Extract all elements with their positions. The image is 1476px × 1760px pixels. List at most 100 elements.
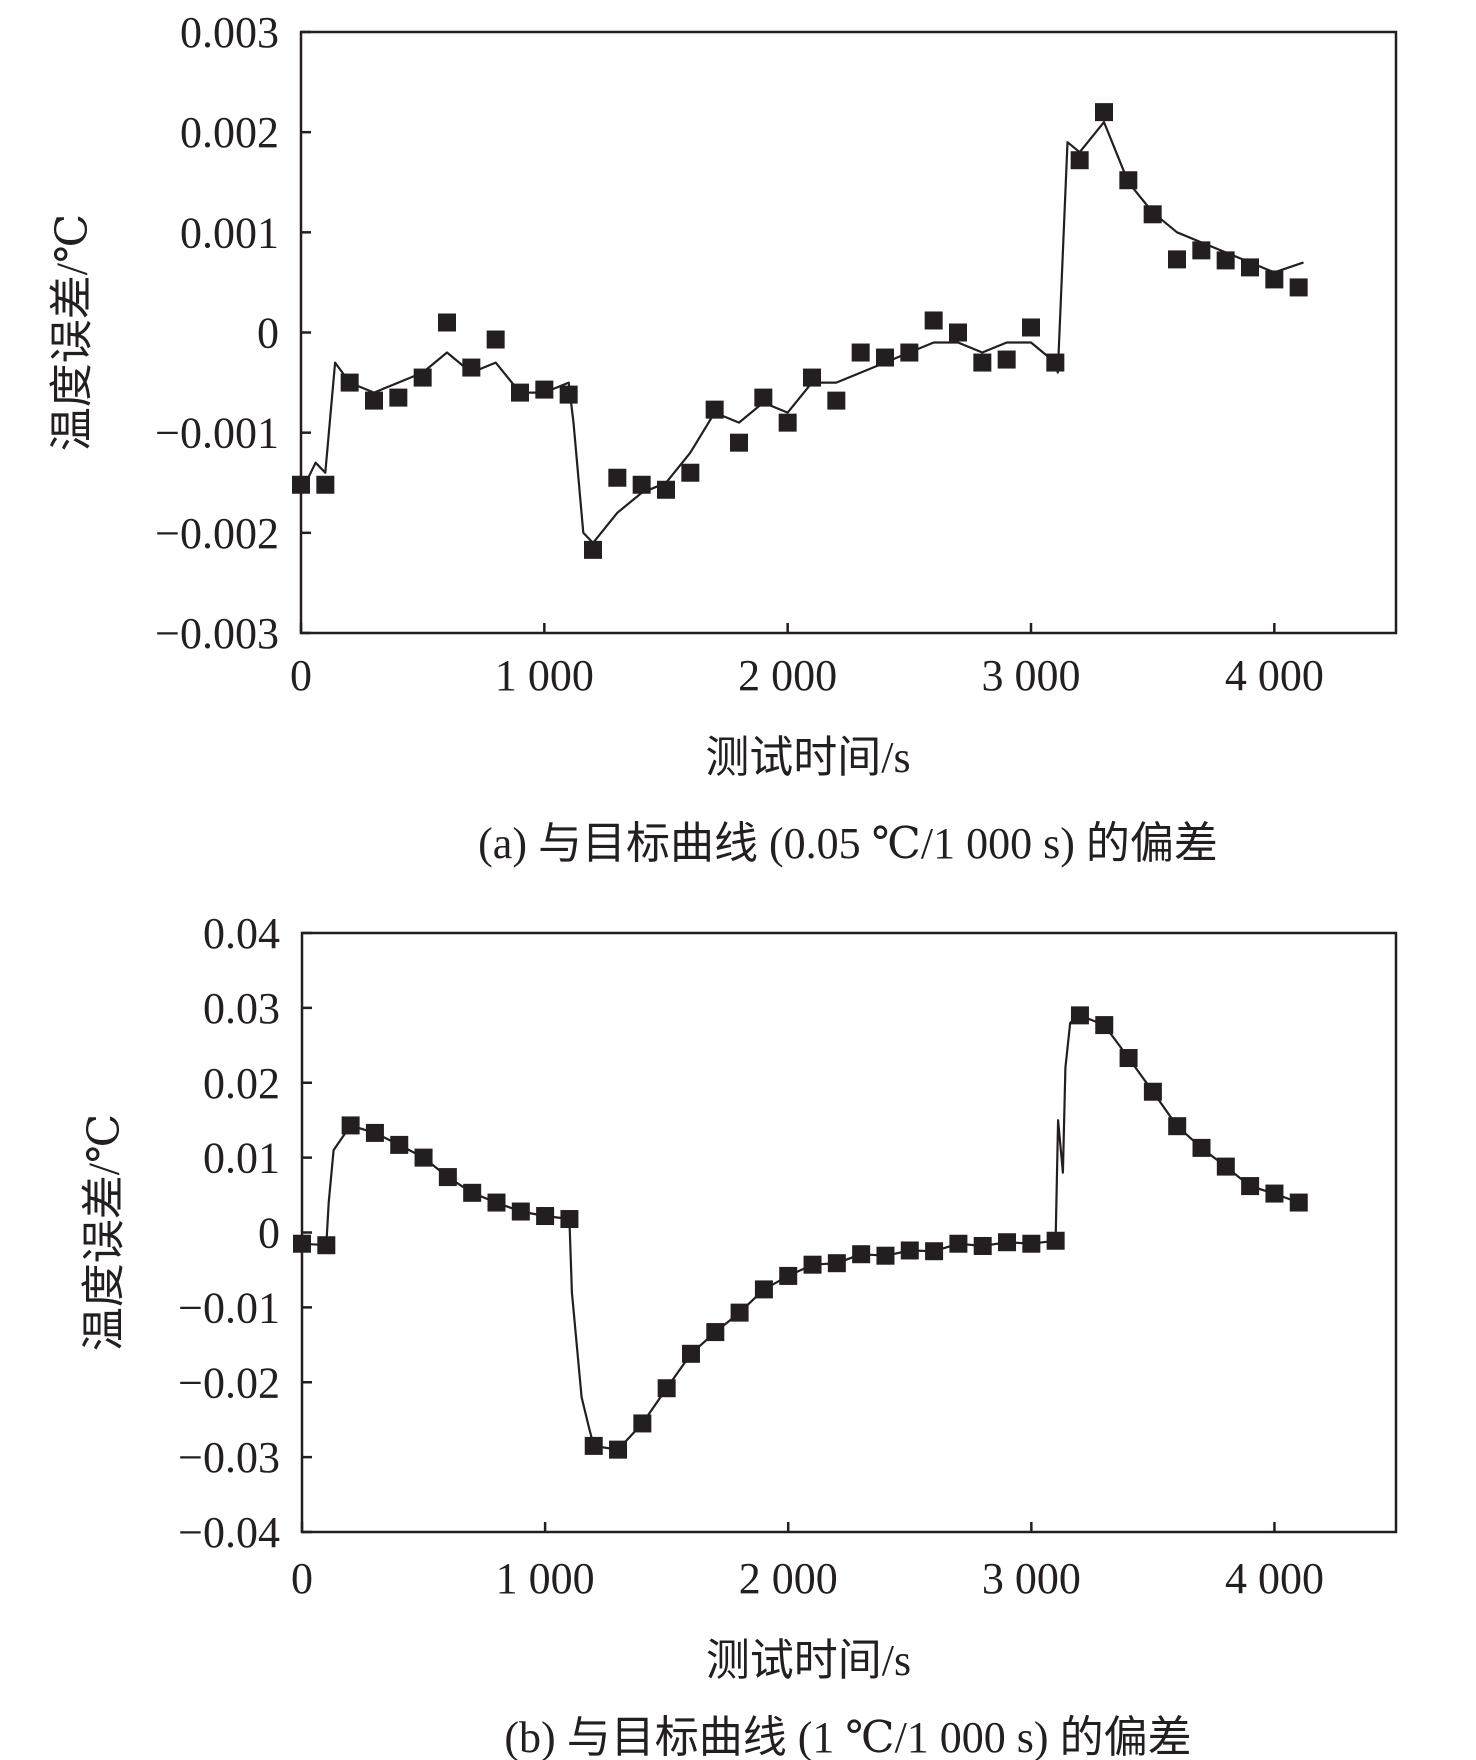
data-point-marker — [949, 1234, 968, 1253]
data-point-marker — [1046, 1231, 1065, 1250]
data-point-marker — [414, 1148, 433, 1167]
data-point-marker — [876, 348, 894, 367]
data-point-marker — [924, 311, 943, 330]
data-point-marker — [1265, 270, 1284, 289]
y-axis-title: 温度误差/℃ — [48, 214, 97, 451]
y-tick-label: 0.04 — [203, 909, 280, 958]
data-point-marker — [754, 388, 773, 407]
data-point-marker — [1143, 1082, 1162, 1101]
series-line — [301, 1014, 1300, 1451]
data-point-marker — [1168, 250, 1186, 269]
data-point-marker — [1022, 1234, 1041, 1253]
data-point-marker — [925, 1242, 944, 1261]
data-point-marker — [1119, 1049, 1138, 1068]
x-tick-label: 1 000 — [495, 651, 594, 700]
data-point-marker — [827, 1254, 846, 1273]
data-point-marker — [1119, 171, 1138, 190]
data-point-marker — [1095, 1016, 1114, 1035]
data-point-marker — [365, 1123, 384, 1142]
data-point-marker — [657, 480, 675, 499]
data-point-marker — [1216, 1157, 1235, 1176]
y-tick-label: 0 — [258, 1209, 280, 1258]
x-tick-label: 1 000 — [496, 1554, 595, 1603]
data-point-marker — [779, 1266, 798, 1285]
y-tick-label: 0.01 — [203, 1134, 280, 1183]
data-point-marker — [705, 400, 724, 419]
x-tick-label: 0 — [290, 651, 312, 700]
data-point-marker — [851, 343, 870, 362]
data-point-marker — [389, 388, 408, 407]
data-point-marker — [1168, 1117, 1187, 1136]
data-point-marker — [754, 1280, 773, 1299]
data-point-marker — [1046, 353, 1065, 372]
data-point-marker — [1022, 318, 1040, 337]
data-point-marker — [584, 540, 602, 559]
x-tick-label: 4 000 — [1225, 651, 1324, 700]
data-point-marker — [681, 1344, 700, 1363]
y-tick-label: −0.04 — [178, 1508, 280, 1557]
data-point-marker — [486, 330, 505, 349]
data-point-marker — [1241, 1177, 1260, 1196]
y-tick-label: 0.001 — [180, 208, 279, 257]
x-tick-label: 2 000 — [738, 651, 837, 700]
y-tick-label: −0.001 — [155, 409, 279, 458]
data-point-marker — [1070, 151, 1089, 170]
data-point-marker — [803, 1255, 822, 1274]
plot-frame — [300, 931, 1398, 1534]
data-point-marker — [438, 1168, 457, 1187]
data-point-marker — [560, 1210, 579, 1229]
x-axis-title: 测试时间/s — [705, 733, 910, 782]
data-point-marker — [876, 1246, 895, 1265]
data-point-marker — [1241, 258, 1259, 277]
y-tick-label: 0.002 — [180, 108, 279, 157]
data-point-marker — [292, 475, 310, 494]
data-point-marker — [536, 1207, 555, 1226]
data-point-marker — [511, 1202, 530, 1221]
data-point-marker — [1143, 205, 1162, 224]
y-tick-label: −0.003 — [155, 609, 279, 658]
data-point-marker — [632, 475, 651, 494]
data-point-marker — [413, 368, 432, 387]
data-point-marker — [293, 1234, 311, 1253]
data-point-marker — [900, 1241, 919, 1260]
chart-caption: (a) 与目标曲线 (0.05 ℃/1 000 s) 的偏差 — [478, 819, 1218, 868]
data-point-marker — [462, 358, 481, 377]
data-point-marker — [852, 1245, 871, 1264]
data-point-marker — [900, 343, 919, 362]
data-point-marker — [609, 1440, 628, 1459]
data-point-marker — [949, 323, 967, 342]
data-point-marker — [730, 433, 748, 452]
x-tick-label: 4 000 — [1225, 1554, 1324, 1603]
data-point-marker — [633, 1414, 652, 1433]
data-point-marker — [803, 368, 821, 387]
data-point-marker — [316, 475, 335, 494]
y-tick-label: 0.03 — [203, 984, 280, 1033]
data-point-marker — [827, 391, 846, 410]
data-point-marker — [511, 383, 529, 402]
data-point-marker — [998, 1233, 1017, 1252]
data-point-marker — [438, 313, 456, 332]
x-tick-label: 3 000 — [982, 1554, 1081, 1603]
data-point-marker — [1095, 103, 1113, 122]
data-point-marker — [1070, 1006, 1089, 1025]
data-point-marker — [390, 1135, 409, 1154]
chart-caption: (b) 与目标曲线 (1 ℃/1 000 s) 的偏差 — [504, 1713, 1191, 1760]
data-point-marker — [559, 385, 578, 404]
x-tick-label: 3 000 — [982, 651, 1081, 700]
data-point-marker — [608, 468, 627, 487]
data-point-marker — [584, 1436, 603, 1455]
data-point-marker — [535, 380, 554, 399]
data-point-marker — [1216, 251, 1235, 270]
data-point-marker — [317, 1236, 336, 1255]
data-point-marker — [730, 1303, 749, 1322]
y-tick-label: −0.002 — [155, 509, 279, 558]
data-point-marker — [463, 1183, 482, 1202]
series-line — [300, 121, 1304, 544]
y-tick-label: −0.02 — [178, 1358, 280, 1407]
data-point-marker — [340, 373, 359, 392]
data-point-marker — [1192, 1138, 1211, 1157]
data-point-marker — [365, 391, 383, 410]
